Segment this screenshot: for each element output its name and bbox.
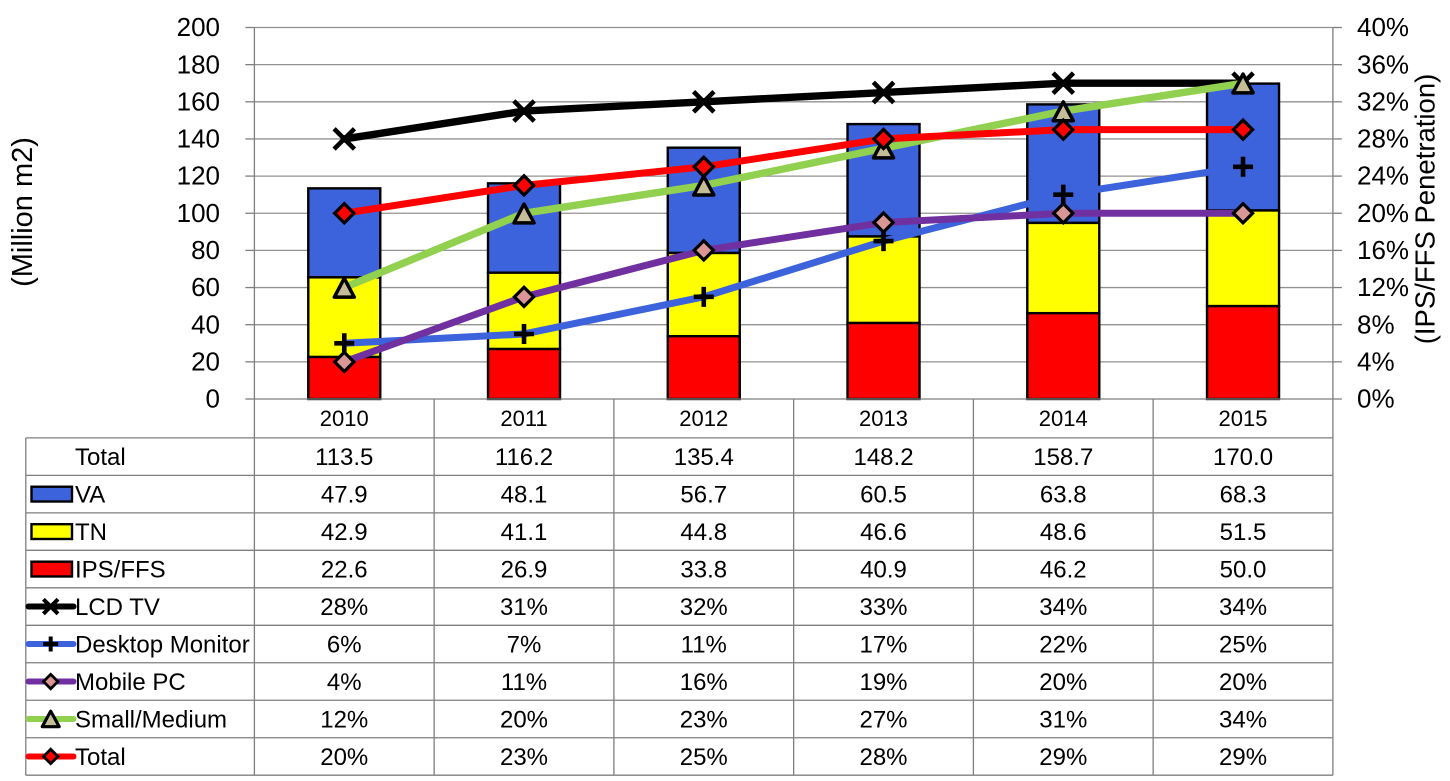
- svg-text:46.6: 46.6: [860, 519, 907, 546]
- svg-text:20%: 20%: [320, 744, 368, 771]
- svg-text:116.2: 116.2: [495, 444, 553, 471]
- svg-text:4%: 4%: [327, 669, 362, 696]
- svg-text:28%: 28%: [859, 744, 907, 771]
- svg-text:34%: 34%: [1219, 594, 1267, 621]
- svg-text:2011: 2011: [500, 406, 547, 431]
- svg-text:33.8: 33.8: [680, 556, 727, 583]
- svg-text:68.3: 68.3: [1220, 482, 1267, 509]
- svg-text:22.6: 22.6: [321, 556, 368, 583]
- svg-text:32%: 32%: [1357, 86, 1409, 116]
- svg-text:31%: 31%: [500, 594, 548, 621]
- svg-text:11%: 11%: [681, 631, 727, 658]
- svg-text:2014: 2014: [1039, 406, 1088, 431]
- svg-text:29%: 29%: [1219, 744, 1267, 771]
- svg-text:48.1: 48.1: [501, 482, 548, 509]
- svg-text:60: 60: [191, 272, 220, 302]
- svg-text:100: 100: [177, 198, 220, 228]
- svg-text:113.5: 113.5: [315, 444, 373, 471]
- svg-text:19%: 19%: [859, 669, 907, 696]
- svg-text:140: 140: [177, 124, 220, 154]
- svg-text:Mobile PC: Mobile PC: [75, 669, 186, 696]
- svg-text:4%: 4%: [1357, 346, 1395, 376]
- svg-text:27%: 27%: [859, 706, 907, 733]
- svg-text:23%: 23%: [680, 706, 728, 733]
- svg-text:25%: 25%: [1219, 631, 1267, 658]
- svg-text:63.8: 63.8: [1040, 482, 1087, 509]
- svg-text:20%: 20%: [1357, 198, 1409, 228]
- svg-text:8%: 8%: [1357, 309, 1395, 339]
- svg-text:60.5: 60.5: [860, 482, 907, 509]
- svg-text:23%: 23%: [500, 744, 548, 771]
- svg-text:17%: 17%: [859, 631, 907, 658]
- svg-text:20%: 20%: [1219, 669, 1267, 696]
- svg-text:120: 120: [177, 161, 220, 191]
- svg-text:20%: 20%: [500, 706, 548, 733]
- svg-text:80: 80: [191, 235, 220, 265]
- svg-text:41.1: 41.1: [501, 519, 548, 546]
- svg-text:12%: 12%: [320, 706, 368, 733]
- svg-text:34%: 34%: [1219, 706, 1267, 733]
- svg-text:135.4: 135.4: [674, 444, 734, 471]
- svg-text:36%: 36%: [1357, 49, 1409, 79]
- svg-text:200: 200: [177, 12, 220, 42]
- svg-text:(Million m2): (Million m2): [7, 137, 39, 287]
- svg-text:20: 20: [191, 346, 220, 376]
- svg-text:0%: 0%: [1357, 384, 1395, 414]
- svg-text:44.8: 44.8: [680, 519, 727, 546]
- svg-text:180: 180: [177, 49, 220, 79]
- svg-text:31%: 31%: [1039, 706, 1087, 733]
- svg-text:28%: 28%: [1357, 124, 1409, 154]
- svg-text:7%: 7%: [507, 631, 542, 658]
- svg-text:16%: 16%: [1357, 235, 1409, 265]
- svg-text:170.0: 170.0: [1213, 444, 1273, 471]
- svg-text:TN: TN: [75, 519, 107, 546]
- svg-text:20%: 20%: [1039, 669, 1087, 696]
- svg-text:40%: 40%: [1357, 12, 1409, 42]
- svg-text:Desktop Monitor: Desktop Monitor: [75, 631, 250, 658]
- svg-text:25%: 25%: [680, 744, 728, 771]
- svg-text:0: 0: [206, 384, 220, 414]
- svg-text:29%: 29%: [1039, 744, 1087, 771]
- svg-text:28%: 28%: [320, 594, 368, 621]
- svg-text:11%: 11%: [501, 669, 547, 696]
- svg-text:33%: 33%: [859, 594, 907, 621]
- svg-text:56.7: 56.7: [680, 482, 727, 509]
- svg-text:2012: 2012: [679, 406, 728, 431]
- svg-text:34%: 34%: [1039, 594, 1087, 621]
- svg-text:(IPS/FFS Penetration): (IPS/FFS Penetration): [1410, 74, 1441, 345]
- svg-text:51.5: 51.5: [1220, 519, 1267, 546]
- svg-text:160: 160: [177, 86, 220, 116]
- svg-text:12%: 12%: [1357, 272, 1409, 302]
- svg-text:32%: 32%: [680, 594, 728, 621]
- svg-text:Total: Total: [75, 444, 126, 471]
- svg-text:40.9: 40.9: [860, 556, 907, 583]
- svg-text:VA: VA: [75, 482, 105, 509]
- svg-text:148.2: 148.2: [853, 444, 913, 471]
- svg-text:47.9: 47.9: [321, 482, 368, 509]
- svg-text:22%: 22%: [1039, 631, 1087, 658]
- svg-text:IPS/FFS: IPS/FFS: [75, 556, 166, 583]
- svg-text:2015: 2015: [1219, 406, 1268, 431]
- svg-text:158.7: 158.7: [1033, 444, 1093, 471]
- svg-text:48.6: 48.6: [1040, 519, 1087, 546]
- svg-text:24%: 24%: [1357, 161, 1409, 191]
- svg-text:LCD TV: LCD TV: [75, 594, 160, 621]
- svg-text:2013: 2013: [859, 406, 908, 431]
- svg-text:Small/Medium: Small/Medium: [75, 706, 227, 733]
- svg-text:46.2: 46.2: [1040, 556, 1087, 583]
- svg-text:26.9: 26.9: [501, 556, 548, 583]
- svg-text:16%: 16%: [680, 669, 728, 696]
- svg-text:50.0: 50.0: [1220, 556, 1267, 583]
- svg-text:6%: 6%: [327, 631, 362, 658]
- svg-text:2010: 2010: [320, 406, 369, 431]
- svg-text:Total: Total: [75, 744, 126, 771]
- svg-text:40: 40: [191, 309, 220, 339]
- svg-text:42.9: 42.9: [321, 519, 368, 546]
